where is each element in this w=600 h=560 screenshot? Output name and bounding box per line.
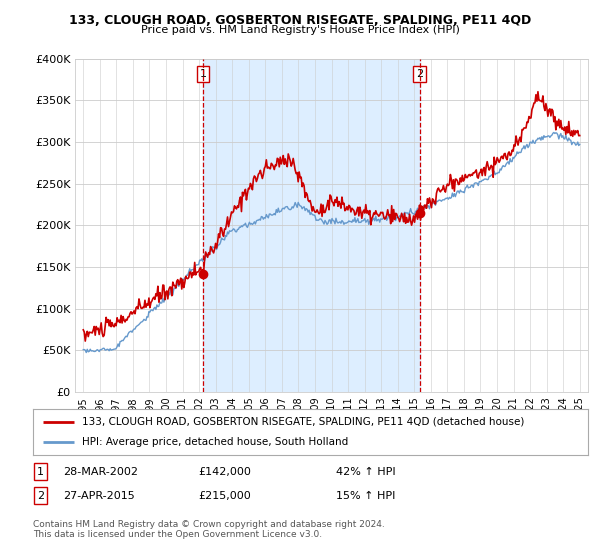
Text: 1: 1	[199, 69, 206, 79]
Text: 27-APR-2015: 27-APR-2015	[63, 491, 135, 501]
Text: Price paid vs. HM Land Registry's House Price Index (HPI): Price paid vs. HM Land Registry's House …	[140, 25, 460, 35]
Text: £142,000: £142,000	[198, 466, 251, 477]
Text: 2: 2	[416, 69, 423, 79]
Text: 133, CLOUGH ROAD, GOSBERTON RISEGATE, SPALDING, PE11 4QD: 133, CLOUGH ROAD, GOSBERTON RISEGATE, SP…	[69, 14, 531, 27]
Text: Contains HM Land Registry data © Crown copyright and database right 2024.
This d: Contains HM Land Registry data © Crown c…	[33, 520, 385, 539]
Text: 133, CLOUGH ROAD, GOSBERTON RISEGATE, SPALDING, PE11 4QD (detached house): 133, CLOUGH ROAD, GOSBERTON RISEGATE, SP…	[82, 417, 524, 427]
Bar	[203, 59, 419, 392]
Text: 28-MAR-2002: 28-MAR-2002	[63, 466, 138, 477]
Text: HPI: Average price, detached house, South Holland: HPI: Average price, detached house, Sout…	[82, 437, 348, 447]
Text: 2: 2	[37, 491, 44, 501]
Text: £215,000: £215,000	[198, 491, 251, 501]
Text: 1: 1	[37, 466, 44, 477]
Text: 15% ↑ HPI: 15% ↑ HPI	[336, 491, 395, 501]
Text: 42% ↑ HPI: 42% ↑ HPI	[336, 466, 395, 477]
